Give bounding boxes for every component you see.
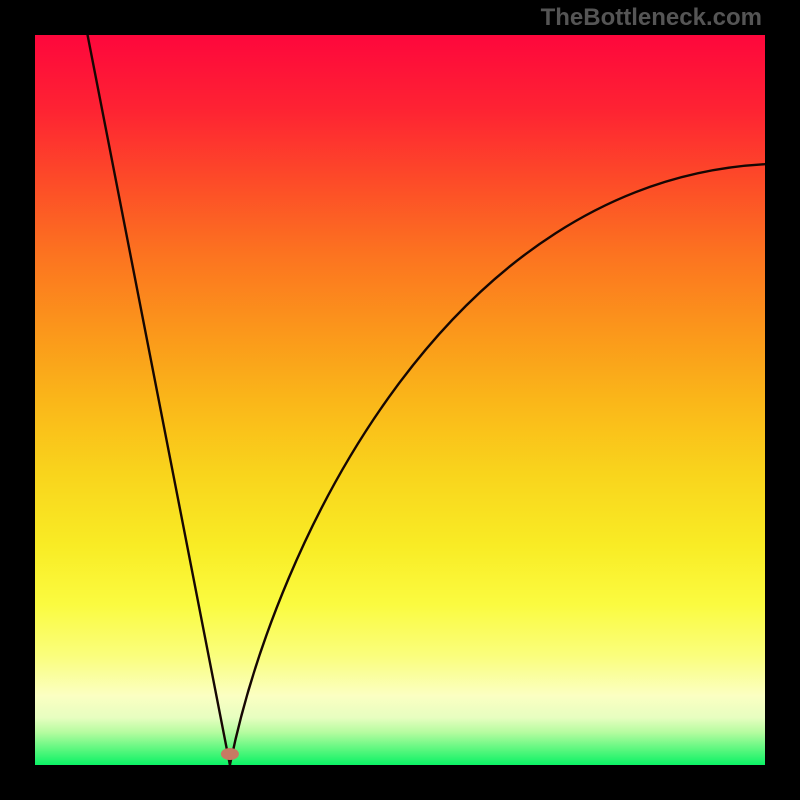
minimum-marker	[221, 748, 239, 760]
plot-svg	[35, 35, 765, 765]
gradient-background	[35, 35, 765, 765]
plot-area	[35, 35, 765, 765]
watermark-text: TheBottleneck.com	[541, 4, 762, 32]
